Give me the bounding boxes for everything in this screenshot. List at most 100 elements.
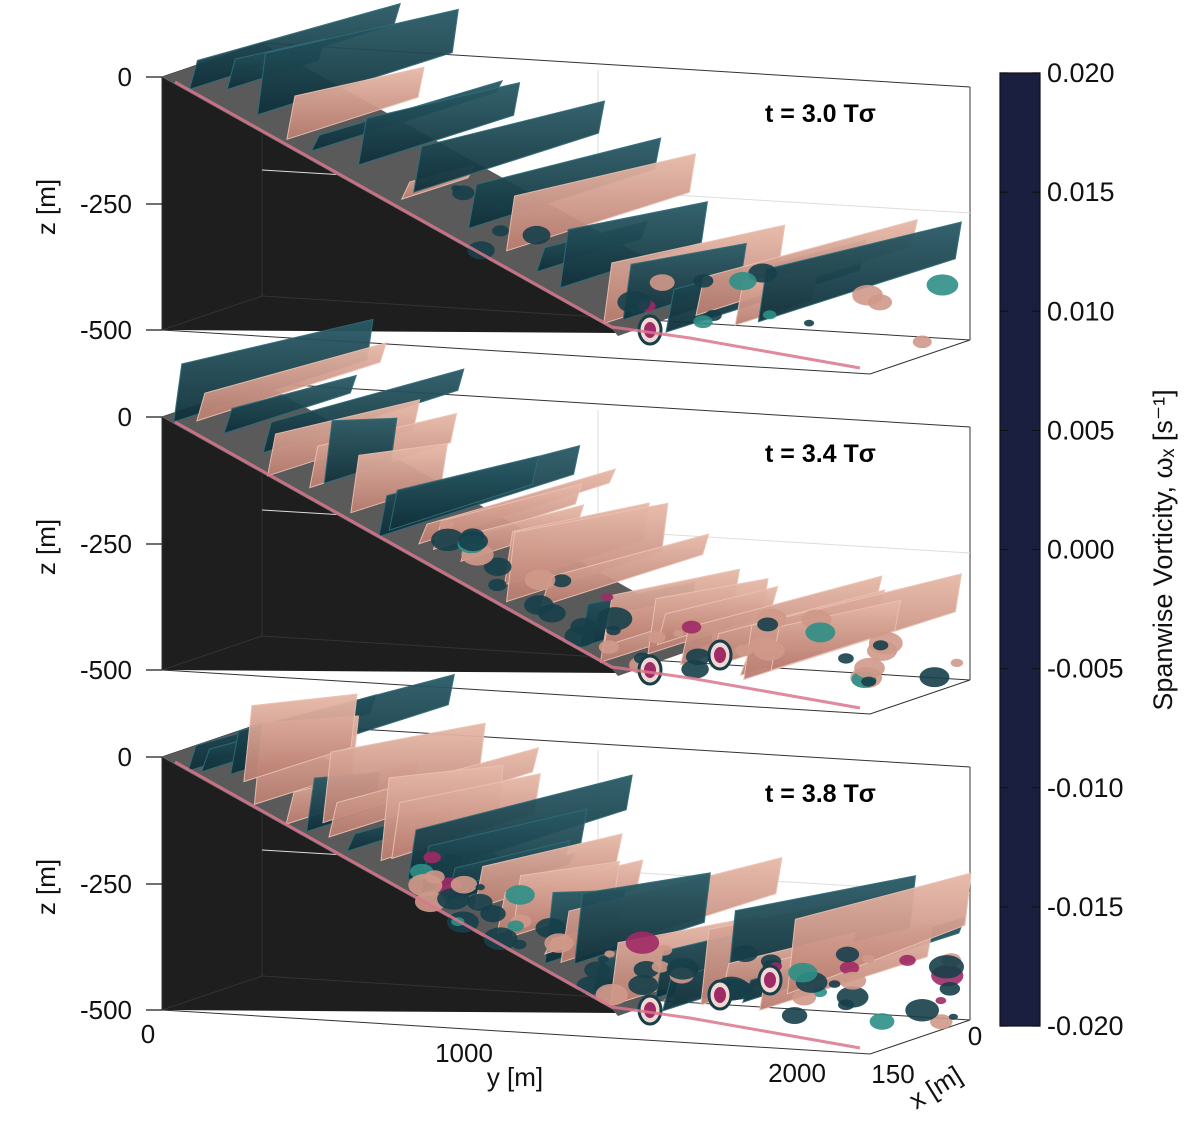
- z-tick-label: -500: [80, 315, 132, 345]
- turbulent-eddy: [450, 875, 478, 894]
- vorticity-structure-positive: [196, 342, 387, 422]
- turbulent-eddy: [597, 955, 609, 963]
- time-label: t = 3.8 Tσ: [765, 780, 876, 808]
- z-tick-label: 0: [118, 742, 132, 772]
- slope-wall: [162, 77, 618, 333]
- x-tick-label: 0: [968, 1021, 982, 1051]
- turbulent-eddy: [437, 888, 470, 910]
- turbulent-eddy: [524, 595, 554, 615]
- turbulent-eddy: [872, 640, 889, 651]
- turbulent-eddy: [423, 851, 441, 864]
- turbulent-eddy: [919, 667, 950, 688]
- slope-wall: [162, 417, 618, 673]
- turbulent-eddy: [522, 225, 551, 245]
- turbulent-eddy: [899, 954, 916, 966]
- vorticity-structure-positive: [786, 872, 972, 995]
- turbulent-eddy: [655, 944, 673, 956]
- turbulent-eddy: [781, 1007, 808, 1025]
- turbulent-eddy: [604, 950, 615, 958]
- top-edge: [261, 722, 971, 768]
- turbulent-eddy: [649, 274, 675, 291]
- vortex-core: [644, 322, 656, 338]
- colorbar-tick-label: -0.005: [1047, 654, 1124, 684]
- colorbar-tick-label: 0.020: [1047, 58, 1115, 88]
- turbulent-eddy: [651, 960, 670, 973]
- turbulent-eddy: [512, 939, 527, 950]
- turbulent-eddy: [647, 631, 666, 644]
- y-tick-label: 1000: [435, 1038, 493, 1068]
- colorbar: 0.020 0.015 0.010 0.005 0.000 -0.005 -0.010 -0.…: [999, 58, 1178, 1041]
- turbulent-eddy: [681, 620, 702, 634]
- z-axis-title: z [m]: [31, 519, 61, 575]
- vortex-core: [764, 972, 776, 988]
- turbulent-eddy: [792, 989, 817, 1006]
- z-tick-label: 0: [118, 402, 132, 432]
- turbulent-eddy: [905, 998, 940, 1022]
- turbulent-eddy: [839, 971, 867, 990]
- turbulent-eddy: [838, 653, 854, 664]
- turbulent-eddy: [693, 315, 713, 329]
- time-label: t = 3.4 Tσ: [765, 440, 876, 468]
- turbulent-eddy: [544, 933, 574, 953]
- turbulent-eddy: [617, 291, 651, 314]
- turbulent-eddy: [475, 884, 485, 891]
- turbulent-eddy: [757, 617, 779, 632]
- colorbar-tick-label: 0.015: [1047, 177, 1115, 207]
- vorticity-structure-positive: [505, 153, 697, 252]
- turbulent-eddy: [835, 946, 860, 963]
- colorbar-tick-label: -0.020: [1047, 1011, 1124, 1041]
- turbulent-eddy: [926, 274, 959, 296]
- turbulent-eddy: [570, 617, 596, 635]
- turbulent-eddy: [828, 980, 841, 988]
- z-tick-label: -500: [80, 655, 132, 685]
- x-tick-label: 150: [871, 1059, 914, 1089]
- panel: 0 -250 -500 z [m] t = 3.8 Tσ: [31, 673, 972, 1055]
- turbulent-eddy: [597, 607, 633, 631]
- turbulent-eddy: [673, 630, 684, 637]
- bed-boundary-layer: [174, 420, 861, 710]
- turbulent-eddy: [507, 920, 524, 932]
- turbulent-eddy: [948, 1013, 958, 1020]
- turbulent-eddy: [598, 640, 619, 654]
- turbulent-eddy: [452, 185, 475, 201]
- turbulent-eddy: [681, 660, 709, 679]
- turbulent-eddy: [732, 945, 758, 963]
- turbulent-eddy: [628, 975, 659, 995]
- vorticity-structure-negative: [412, 100, 606, 194]
- turbulent-eddy: [803, 319, 815, 327]
- turbulent-eddy: [480, 905, 506, 923]
- turbulent-eddy: [625, 931, 660, 954]
- turbulent-eddy: [729, 271, 757, 291]
- turbulent-eddy: [584, 961, 610, 979]
- top-edge: [261, 382, 971, 428]
- turbulent-eddy: [869, 1013, 895, 1030]
- turbulent-eddy: [930, 1014, 953, 1030]
- turbulent-eddy: [444, 854, 464, 867]
- colorbar-title: Spanwise Vorticity, ωₓ [s⁻¹]: [1148, 389, 1178, 710]
- colorbar-tick-label: -0.015: [1047, 892, 1124, 922]
- z-tick-label: -250: [80, 869, 132, 899]
- turbulent-eddy: [862, 954, 875, 964]
- turbulent-eddy: [439, 519, 454, 530]
- colorbar-tick-label: 0.000: [1047, 535, 1115, 565]
- z-tick-label: 0: [118, 62, 132, 92]
- panel: 0 -250 -500 z [m] t = 3.4 Tσ: [31, 318, 971, 715]
- turbulent-eddy: [939, 981, 961, 996]
- turbulent-eddy: [483, 927, 518, 951]
- turbulent-eddy: [666, 958, 699, 980]
- vorticity-structure-negative: [256, 8, 459, 116]
- z-tick-label: -250: [80, 529, 132, 559]
- bed-boundary-layer: [174, 80, 861, 370]
- colorbar-tick-label: 0.005: [1047, 415, 1115, 445]
- turbulent-eddy: [854, 657, 885, 679]
- turbulent-eddy: [606, 625, 621, 636]
- turbulent-eddy: [467, 241, 495, 260]
- turbulent-eddy: [492, 225, 509, 237]
- colorbar-tick-label: 0.010: [1047, 296, 1115, 326]
- turbulent-eddy: [693, 274, 714, 288]
- vorticity-structure-positive: [286, 66, 425, 141]
- colorbar-tick-label: -0.010: [1047, 773, 1124, 803]
- turbulent-eddy: [595, 983, 629, 1006]
- turbulent-eddy: [748, 636, 778, 655]
